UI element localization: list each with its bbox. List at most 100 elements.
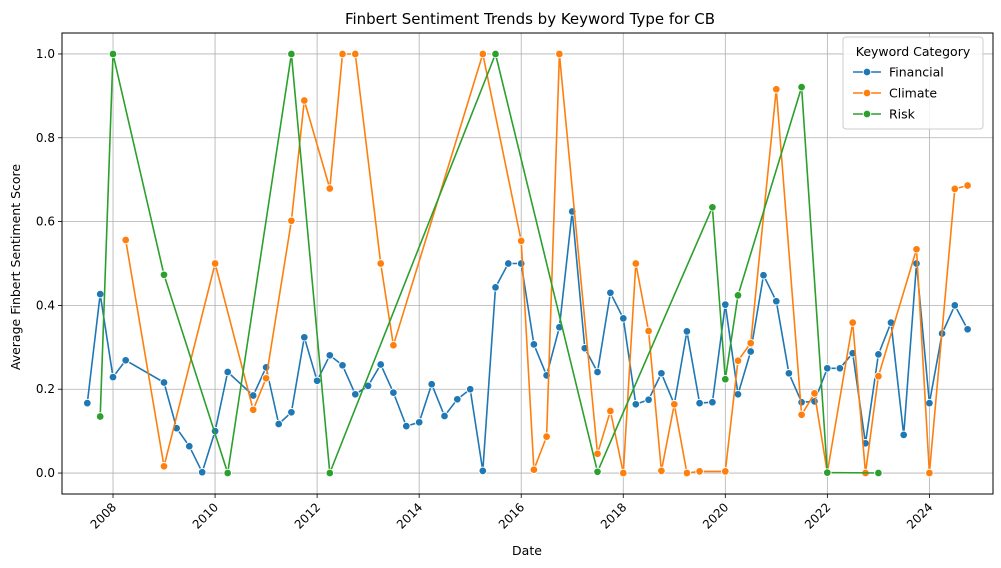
data-point-financial xyxy=(312,376,322,386)
data-point-climate xyxy=(338,49,347,59)
data-point-risk xyxy=(159,270,169,280)
y-tick-label: 0.8 xyxy=(36,131,55,145)
legend-entries: Financial Climate Risk xyxy=(853,65,944,122)
x-tick-label: 2024 xyxy=(904,500,935,531)
data-point-climate xyxy=(619,468,628,478)
legend-box xyxy=(842,36,984,130)
data-point-financial xyxy=(835,364,845,373)
y-tick-label: 1.0 xyxy=(36,47,55,61)
data-point-financial xyxy=(453,395,462,404)
data-point-climate xyxy=(555,49,564,59)
data-point-climate xyxy=(721,467,730,476)
data-point-financial xyxy=(874,350,883,359)
data-point-risk xyxy=(223,468,232,478)
data-point-financial xyxy=(223,367,232,377)
data-point-climate xyxy=(644,326,653,336)
data-point-financial xyxy=(631,400,641,409)
data-point-financial xyxy=(440,411,449,421)
series-line-risk xyxy=(99,53,879,474)
data-point-climate xyxy=(657,466,666,476)
legend-label: Climate xyxy=(889,86,937,101)
data-point-climate xyxy=(248,405,258,415)
data-point-financial xyxy=(351,390,360,399)
data-point-financial xyxy=(185,441,194,451)
data-point-climate xyxy=(925,468,934,478)
data-point-risk xyxy=(708,203,717,212)
data-point-financial xyxy=(823,364,832,373)
data-point-financial xyxy=(414,418,424,427)
data-point-climate xyxy=(159,462,169,471)
data-point-climate xyxy=(261,374,271,383)
data-point-climate xyxy=(593,449,602,459)
y-axis-title: Average Finbert Sentiment Score xyxy=(8,164,23,371)
x-axis-title: Date xyxy=(512,543,542,558)
legend-marker xyxy=(862,109,872,119)
data-point-financial xyxy=(159,378,169,387)
plot-frame xyxy=(61,32,994,495)
x-tick-label: 2020 xyxy=(700,500,731,531)
data-point-financial xyxy=(465,384,475,394)
data-point-climate xyxy=(874,371,883,381)
legend-title: Keyword Category xyxy=(856,44,971,59)
legend-label: Risk xyxy=(889,107,916,122)
data-point-financial xyxy=(274,419,283,429)
data-point-climate xyxy=(210,259,220,268)
data-point-financial xyxy=(925,398,934,408)
data-point-financial xyxy=(402,421,411,431)
legend: Keyword Category Financial Climate Risk xyxy=(842,36,984,130)
data-point-climate xyxy=(950,184,960,194)
data-point-risk xyxy=(874,468,883,478)
data-point-climate xyxy=(376,259,385,268)
data-point-risk xyxy=(721,374,730,384)
data-point-climate xyxy=(670,400,679,409)
data-point-financial xyxy=(287,408,296,417)
data-point-climate xyxy=(389,340,398,350)
data-point-climate xyxy=(963,181,972,190)
series-layer xyxy=(83,49,972,478)
legend-entry-financial: Financial xyxy=(853,65,944,80)
x-tick-label: 2010 xyxy=(190,500,221,531)
data-point-financial xyxy=(733,390,743,399)
data-point-climate xyxy=(772,84,781,94)
y-tick-label: 0.0 xyxy=(36,466,55,480)
data-point-financial xyxy=(504,259,513,268)
data-point-financial xyxy=(746,347,755,356)
data-point-risk xyxy=(593,467,602,477)
data-point-climate xyxy=(478,49,488,59)
x-tick-label: 2008 xyxy=(88,500,119,531)
data-point-climate xyxy=(325,184,335,193)
data-point-climate xyxy=(351,49,360,59)
data-point-financial xyxy=(721,300,730,309)
data-point-financial xyxy=(695,398,704,408)
data-point-financial xyxy=(516,259,526,268)
data-point-risk xyxy=(325,468,335,478)
data-point-risk xyxy=(491,49,500,59)
data-point-financial xyxy=(644,395,653,404)
data-point-financial xyxy=(389,388,398,397)
data-point-financial xyxy=(83,398,92,408)
data-point-risk xyxy=(95,412,105,421)
data-point-risk xyxy=(823,468,832,477)
data-point-financial xyxy=(197,467,207,477)
data-point-financial xyxy=(121,356,130,365)
data-point-climate xyxy=(733,356,743,365)
data-point-financial xyxy=(950,301,960,310)
data-point-financial xyxy=(376,360,385,369)
data-point-climate xyxy=(848,318,857,327)
series-risk xyxy=(95,49,883,478)
series-line-climate xyxy=(124,53,968,474)
x-tick-label: 2022 xyxy=(802,500,833,531)
data-point-financial xyxy=(899,430,908,440)
data-point-climate xyxy=(529,465,539,474)
data-point-risk xyxy=(108,49,118,59)
data-point-risk xyxy=(287,49,296,59)
data-point-financial xyxy=(772,296,781,306)
data-point-climate xyxy=(695,467,704,476)
data-point-climate xyxy=(121,235,130,245)
data-point-risk xyxy=(733,291,743,300)
legend-marker xyxy=(862,88,872,98)
data-point-climate xyxy=(682,468,692,478)
data-point-financial xyxy=(338,361,347,370)
series-climate xyxy=(121,49,972,478)
